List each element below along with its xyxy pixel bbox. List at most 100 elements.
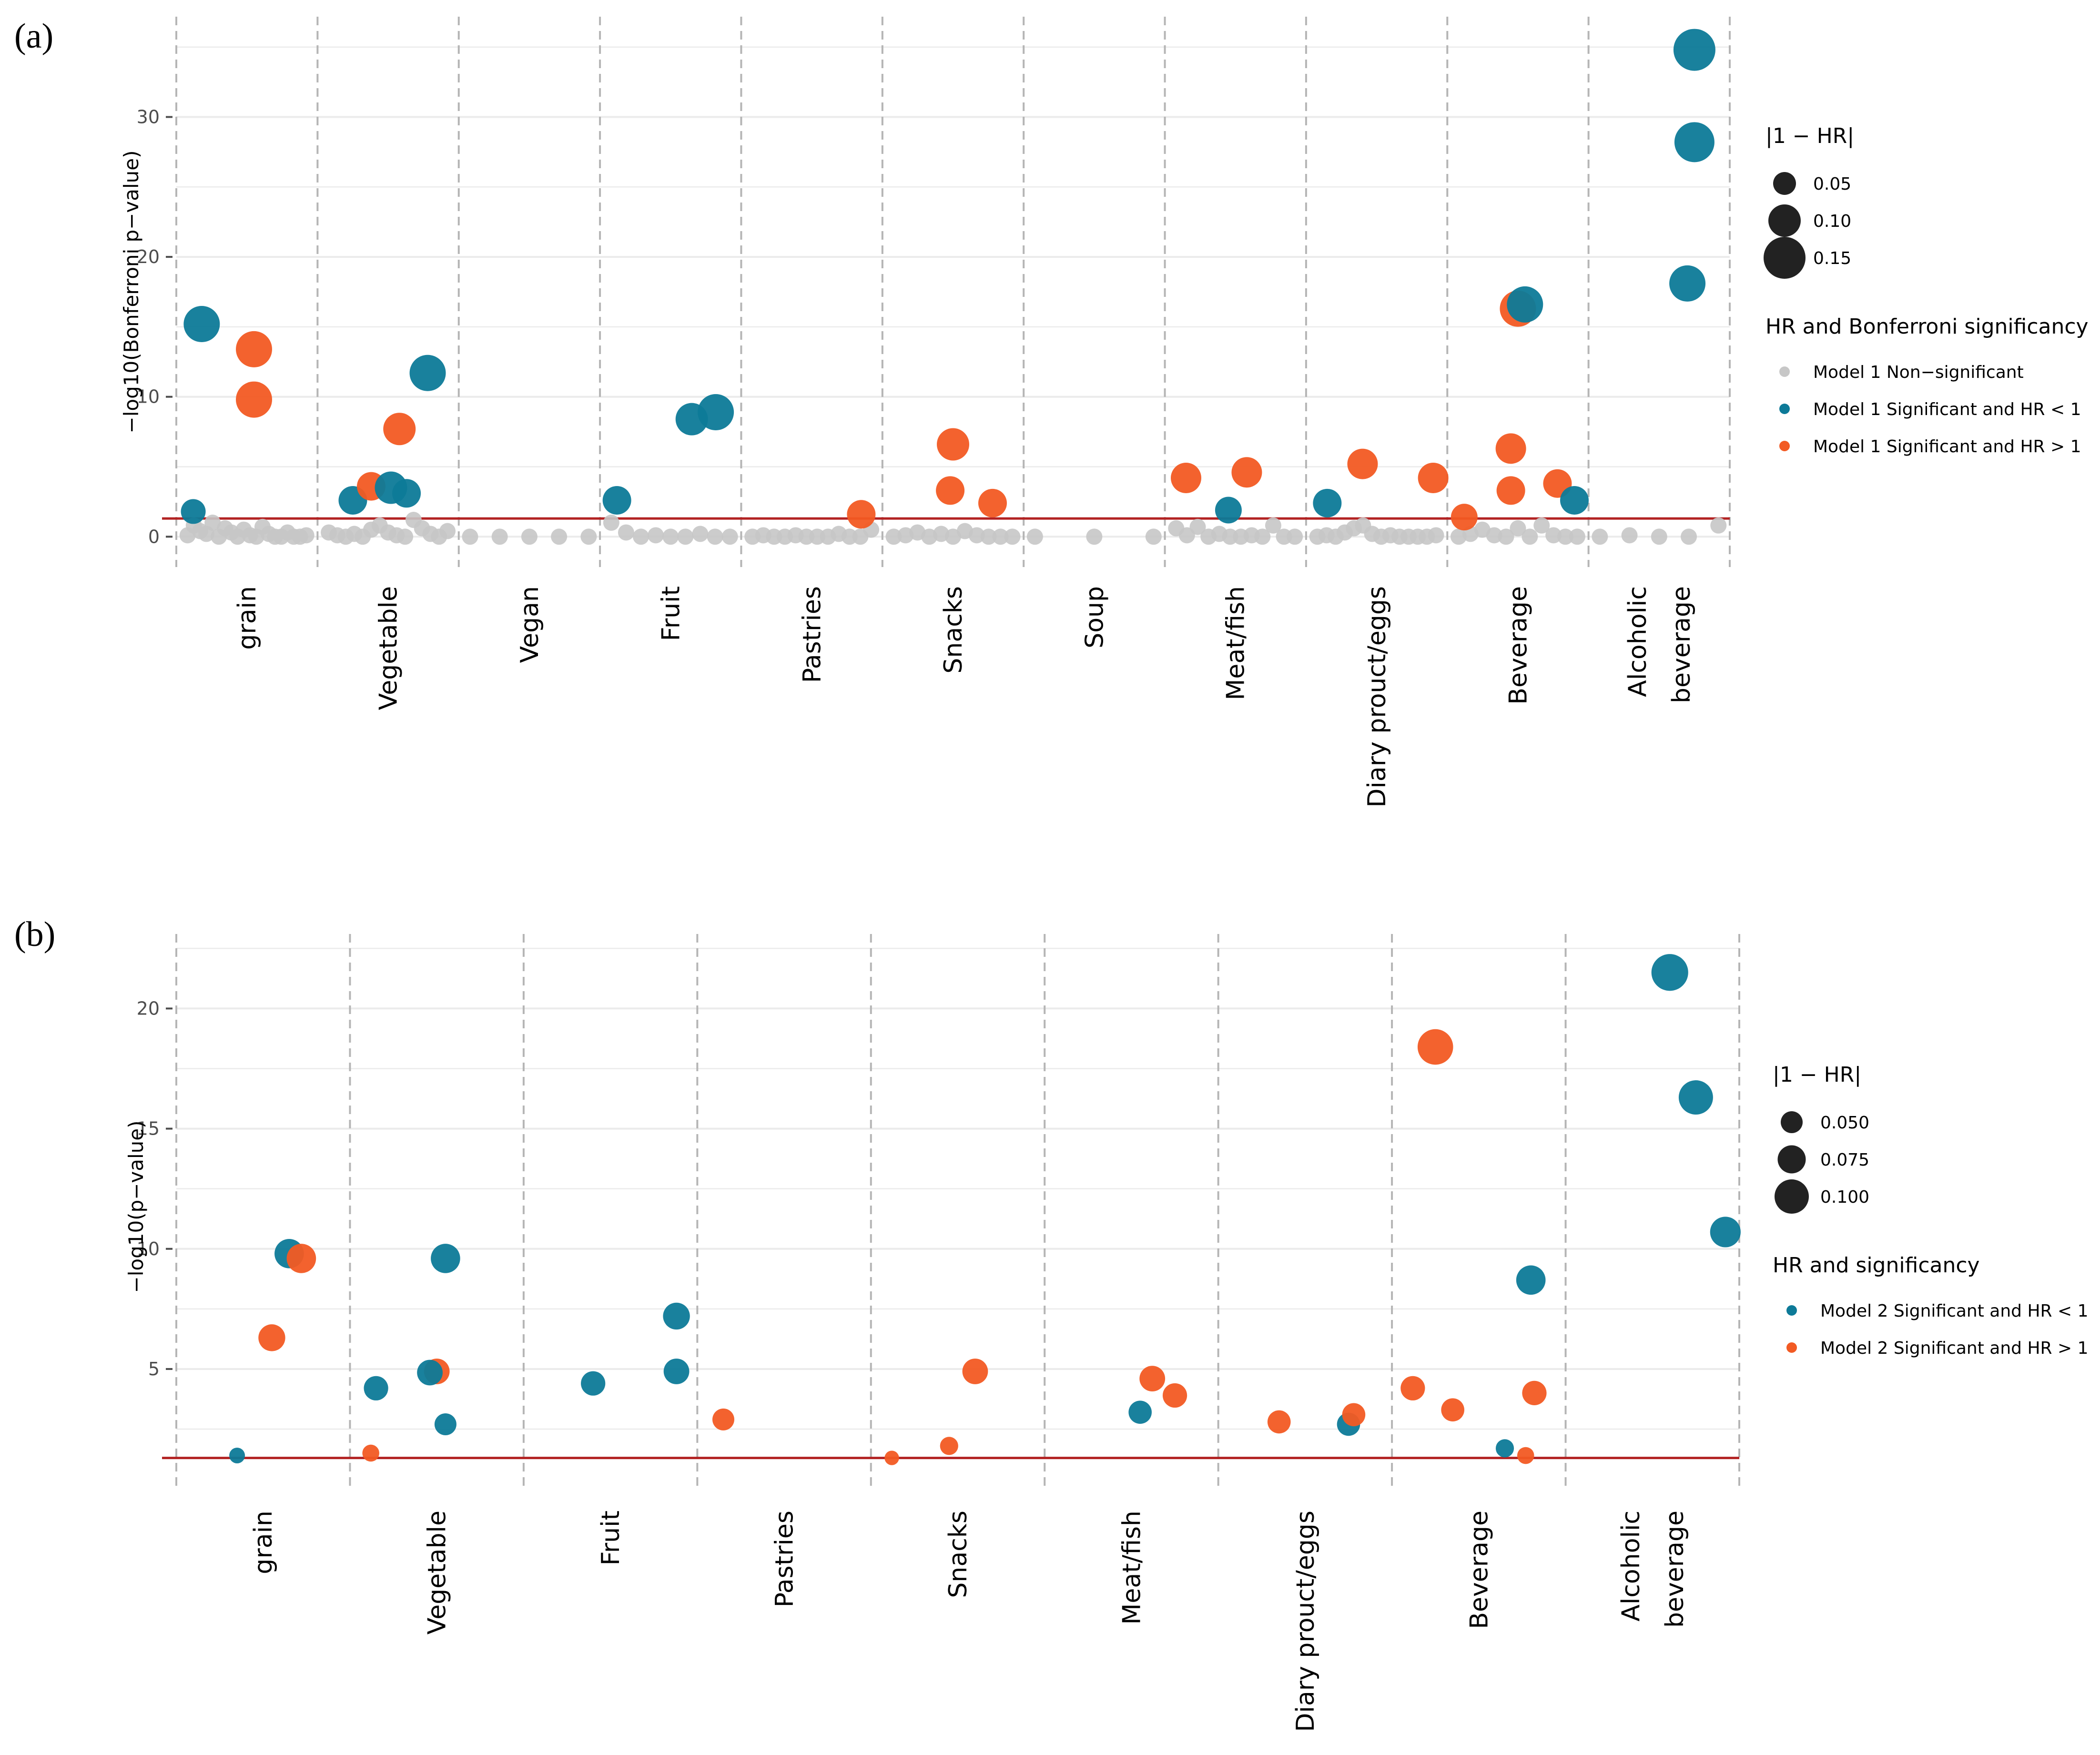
size-legend-label: 0.075 — [1820, 1150, 1869, 1170]
point-hr-below-1 — [1313, 488, 1342, 517]
nonsignificant-point — [1545, 527, 1562, 544]
size-legend-key — [1777, 1145, 1806, 1174]
gridlines — [176, 46, 1730, 538]
nonsignificant-point — [1592, 528, 1608, 545]
point-hr-above-1 — [286, 1244, 316, 1273]
point-hr-below-1 — [1710, 1217, 1741, 1248]
significant-points — [181, 29, 1715, 531]
category-label-line: Meat/fish — [1117, 1511, 1146, 1624]
y-tick-label: 15 — [137, 1118, 160, 1139]
panel-a: (a) 0 10 20 30 −log10(Bonferroni p−value) grai… — [14, 17, 2089, 808]
y-tick-label: 20 — [137, 998, 160, 1019]
size-legend-key — [1768, 204, 1801, 237]
y-tick-label: 10 — [137, 386, 160, 407]
category-label: Fruit — [657, 586, 685, 641]
size-legend-title: |1 − HR| — [1765, 124, 1854, 148]
point-hr-below-1 — [183, 306, 220, 343]
category-label: grain — [249, 1511, 278, 1574]
point-hr-above-1 — [1347, 448, 1378, 479]
nonsignificant-point — [968, 527, 985, 544]
panel-label: (b) — [14, 915, 55, 954]
nonsignificant-points — [179, 512, 1727, 545]
size-legend-label: 0.15 — [1813, 249, 1851, 268]
category-label: Meat/fish — [1117, 1511, 1146, 1624]
point-hr-below-1 — [1495, 1439, 1514, 1458]
category-label-line: Snacks — [939, 586, 968, 674]
nonsignificant-point — [1533, 517, 1550, 534]
point-hr-above-1 — [236, 381, 272, 418]
point-hr-above-1 — [258, 1324, 285, 1351]
nonsignificant-point — [633, 528, 649, 545]
category-label-line: Pastries — [771, 1511, 799, 1607]
gridlines — [176, 948, 1739, 1430]
nonsignificant-point — [521, 528, 538, 545]
category-label-line: Vegetable — [423, 1511, 452, 1634]
nonsignificant-point — [692, 526, 709, 542]
point-hr-below-1 — [1651, 954, 1688, 991]
nonsignificant-point — [1004, 528, 1021, 545]
category-label-line: Vegetable — [375, 586, 403, 710]
nonsignificant-point — [1651, 528, 1667, 545]
point-hr-above-1 — [712, 1408, 734, 1430]
nonsignificant-point — [1522, 528, 1538, 545]
nonsignificant-point — [1510, 520, 1526, 537]
nonsignificant-point — [980, 528, 997, 545]
point-hr-above-1 — [940, 1437, 958, 1455]
category-label: Fruit — [597, 1511, 625, 1565]
size-legend-key — [1781, 1111, 1803, 1133]
point-hr-above-1 — [1342, 1403, 1366, 1427]
size-legend-key — [1775, 1179, 1809, 1214]
point-hr-below-1 — [1507, 286, 1543, 323]
nonsignificant-point — [603, 514, 619, 531]
point-hr-below-1 — [409, 355, 446, 391]
y-tick-label: 0 — [148, 526, 160, 547]
point-hr-above-1 — [1162, 1383, 1187, 1408]
nonsignificant-point — [1265, 517, 1281, 534]
size-legend-key — [1773, 172, 1796, 195]
category-label-line: grain — [233, 586, 262, 650]
panel-label: (a) — [14, 17, 53, 56]
point-hr-above-1 — [847, 500, 876, 529]
nonsignificant-point — [462, 528, 478, 545]
category-label: Beverage — [1465, 1511, 1493, 1629]
y-axis-title: −log10(p−value) — [124, 1120, 148, 1293]
size-legend-label: 0.05 — [1813, 174, 1851, 194]
category-label: Alcoholic beverage — [1617, 1511, 1689, 1628]
point-hr-above-1 — [1267, 1410, 1291, 1434]
color-legend-key — [1786, 1305, 1797, 1316]
point-hr-below-1 — [229, 1448, 245, 1464]
point-hr-above-1 — [1171, 462, 1201, 493]
category-label: Alcoholic beverage — [1623, 586, 1696, 703]
point-hr-below-1 — [364, 1376, 388, 1400]
category-label-line: Soup — [1080, 586, 1109, 649]
category-label-line: grain — [249, 1511, 278, 1574]
point-hr-above-1 — [1522, 1380, 1547, 1405]
point-hr-above-1 — [1417, 1029, 1453, 1065]
panel-b: (b) 5 10 15 20 −log10(p−value) grain Vegetable F… — [14, 915, 2089, 1732]
nonsignificant-point — [721, 528, 738, 545]
nonsignificant-point — [677, 528, 694, 545]
point-hr-below-1 — [698, 394, 734, 430]
point-hr-above-1 — [1517, 1447, 1534, 1464]
nonsignificant-point — [397, 528, 414, 545]
nonsignificant-point — [1145, 528, 1162, 545]
point-hr-above-1 — [383, 413, 416, 446]
point-hr-above-1 — [936, 476, 965, 505]
nonsignificant-point — [1557, 528, 1574, 545]
y-axis-title: −log10(Bonferroni p−value) — [120, 151, 143, 434]
y-tick-label: 10 — [137, 1238, 160, 1259]
nonsignificant-point — [551, 528, 568, 545]
nonsignificant-point — [1254, 528, 1271, 545]
nonsignificant-point — [707, 528, 723, 545]
point-hr-above-1 — [362, 1444, 379, 1462]
category-label-line: Vegan — [516, 586, 544, 663]
color-legend-key — [1779, 404, 1790, 414]
point-hr-below-1 — [1560, 486, 1589, 515]
y-tick-label: 30 — [137, 107, 160, 128]
nonsignificant-point — [1710, 517, 1727, 534]
nonsignificant-point — [204, 514, 221, 531]
nonsignificant-point — [580, 528, 597, 545]
point-hr-above-1 — [937, 428, 969, 461]
color-legend-label: Model 1 Non−significant — [1813, 363, 2024, 382]
point-hr-above-1 — [962, 1359, 988, 1384]
